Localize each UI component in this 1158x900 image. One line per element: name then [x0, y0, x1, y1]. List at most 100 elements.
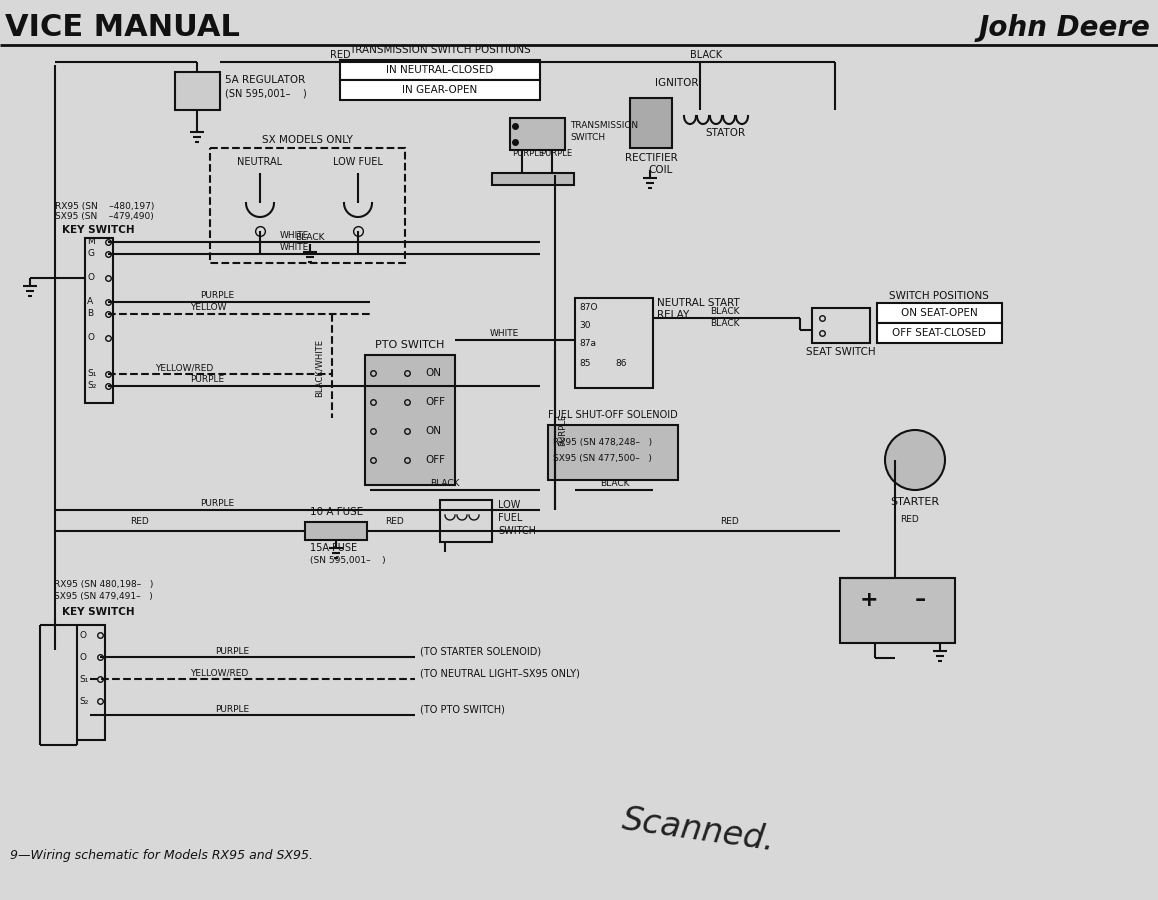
Text: PURPLE: PURPLE — [200, 292, 234, 301]
Text: FUEL SHUT-OFF SOLENOID: FUEL SHUT-OFF SOLENOID — [548, 410, 677, 420]
Text: VICE MANUAL: VICE MANUAL — [5, 14, 240, 42]
Text: G: G — [87, 249, 94, 258]
Text: 87a: 87a — [579, 338, 596, 347]
Bar — [877, 323, 1002, 343]
Text: RX95 (SN 478,248–   ): RX95 (SN 478,248– ) — [554, 438, 652, 447]
Text: YELLOW/RED: YELLOW/RED — [155, 364, 213, 373]
Bar — [340, 80, 540, 100]
Text: STARTER: STARTER — [891, 497, 939, 507]
Text: RED: RED — [130, 518, 148, 526]
Bar — [305, 522, 367, 540]
Text: KEY SWITCH: KEY SWITCH — [63, 225, 134, 235]
Text: NEUTRAL: NEUTRAL — [237, 157, 283, 167]
Text: SWITCH: SWITCH — [498, 526, 536, 536]
Text: BLACK: BLACK — [710, 319, 740, 328]
Text: PURPLE: PURPLE — [190, 375, 225, 384]
Text: RED: RED — [384, 518, 404, 526]
Text: BLACK: BLACK — [430, 480, 460, 489]
Text: PURPLE: PURPLE — [215, 705, 249, 714]
Text: RED: RED — [900, 516, 918, 525]
Text: RX95 (SN    –480,197): RX95 (SN –480,197) — [54, 202, 154, 211]
Text: O: O — [87, 334, 94, 343]
Text: +: + — [860, 590, 879, 610]
Text: 85: 85 — [579, 358, 591, 367]
Text: YELLOW: YELLOW — [190, 303, 227, 312]
Text: S₂: S₂ — [87, 382, 96, 391]
Text: SX95 (SN    –479,490): SX95 (SN –479,490) — [54, 212, 154, 221]
Text: (TO PTO SWITCH): (TO PTO SWITCH) — [420, 704, 505, 714]
Text: OFF SEAT-CLOSED: OFF SEAT-CLOSED — [892, 328, 985, 338]
Text: PURPLE: PURPLE — [540, 148, 572, 157]
Text: ON: ON — [425, 368, 441, 378]
Text: SWITCH POSITIONS: SWITCH POSITIONS — [889, 291, 989, 301]
Text: 15A FUSE: 15A FUSE — [310, 543, 357, 553]
Text: SWITCH: SWITCH — [570, 133, 606, 142]
Text: NEUTRAL START: NEUTRAL START — [657, 298, 740, 308]
Text: S₂: S₂ — [79, 697, 88, 706]
Text: RED: RED — [720, 518, 739, 526]
Text: RELAY: RELAY — [657, 310, 689, 320]
Text: LOW: LOW — [498, 500, 520, 510]
Bar — [85, 238, 113, 403]
Text: RED: RED — [330, 50, 351, 60]
Text: M: M — [87, 238, 95, 247]
Bar — [877, 303, 1002, 323]
Bar — [440, 500, 492, 542]
Text: ON: ON — [425, 426, 441, 436]
Text: –: – — [915, 590, 926, 610]
Text: WHITE: WHITE — [280, 231, 309, 240]
Text: LOW FUEL: LOW FUEL — [334, 157, 383, 167]
Text: IGNITOR: IGNITOR — [655, 78, 698, 88]
Text: (TO NEUTRAL LIGHT–SX95 ONLY): (TO NEUTRAL LIGHT–SX95 ONLY) — [420, 668, 580, 678]
Text: 86: 86 — [615, 358, 626, 367]
Bar — [210, 148, 405, 263]
Text: KEY SWITCH: KEY SWITCH — [63, 607, 134, 617]
Text: IN NEUTRAL-CLOSED: IN NEUTRAL-CLOSED — [387, 65, 493, 75]
Text: WHITE: WHITE — [490, 329, 519, 338]
Text: (TO STARTER SOLENOID): (TO STARTER SOLENOID) — [420, 646, 541, 656]
Text: SX95 (SN 477,500–   ): SX95 (SN 477,500– ) — [554, 454, 652, 463]
Text: COIL: COIL — [648, 165, 673, 175]
Text: (SN 595,001–    ): (SN 595,001– ) — [225, 89, 307, 99]
Text: (SN 595,001–    ): (SN 595,001– ) — [310, 555, 386, 564]
Text: S₁: S₁ — [79, 674, 88, 683]
Text: 30: 30 — [579, 321, 591, 330]
Text: B: B — [87, 310, 93, 319]
Text: BLACK: BLACK — [600, 479, 630, 488]
Text: IN GEAR-OPEN: IN GEAR-OPEN — [402, 85, 477, 95]
Text: O: O — [79, 652, 86, 662]
Text: RX95 (SN 480,198–   ): RX95 (SN 480,198– ) — [54, 580, 153, 590]
Text: 9—Wiring schematic for Models RX95 and SX95.: 9—Wiring schematic for Models RX95 and S… — [10, 850, 313, 862]
Text: PURPLE: PURPLE — [215, 646, 249, 655]
Text: O: O — [79, 631, 86, 640]
Bar — [510, 118, 565, 150]
Text: Scanned.: Scanned. — [620, 803, 777, 857]
Text: YELLOW/RED: YELLOW/RED — [190, 669, 248, 678]
Bar — [365, 355, 455, 485]
Text: 5A REGULATOR: 5A REGULATOR — [225, 75, 306, 85]
Text: BLACK: BLACK — [295, 233, 324, 242]
Bar — [548, 425, 677, 480]
Text: BLACK/WHITE: BLACK/WHITE — [315, 339, 324, 397]
Bar — [812, 308, 870, 343]
Text: 87O: 87O — [579, 303, 598, 312]
Text: OFF: OFF — [425, 455, 445, 465]
Text: STATOR: STATOR — [705, 128, 745, 138]
Text: BLACK: BLACK — [690, 50, 723, 60]
Bar — [840, 578, 955, 643]
Text: PURPLE: PURPLE — [558, 414, 567, 446]
Bar — [76, 625, 105, 740]
Text: 10 A FUSE: 10 A FUSE — [310, 507, 364, 517]
Bar — [576, 298, 653, 388]
Text: PURPLE: PURPLE — [512, 148, 544, 157]
Text: WHITE: WHITE — [280, 244, 309, 253]
Text: SX MODELS ONLY: SX MODELS ONLY — [262, 135, 352, 145]
Text: John Deere: John Deere — [979, 14, 1150, 42]
Bar — [492, 173, 574, 185]
Text: SEAT SWITCH: SEAT SWITCH — [806, 347, 875, 357]
Text: FUEL: FUEL — [498, 513, 522, 523]
Bar — [630, 98, 672, 148]
Text: TRANSMISSION SWITCH POSITIONS: TRANSMISSION SWITCH POSITIONS — [349, 45, 530, 55]
Text: RECTIFIER: RECTIFIER — [625, 153, 677, 163]
Text: S₁: S₁ — [87, 370, 96, 379]
